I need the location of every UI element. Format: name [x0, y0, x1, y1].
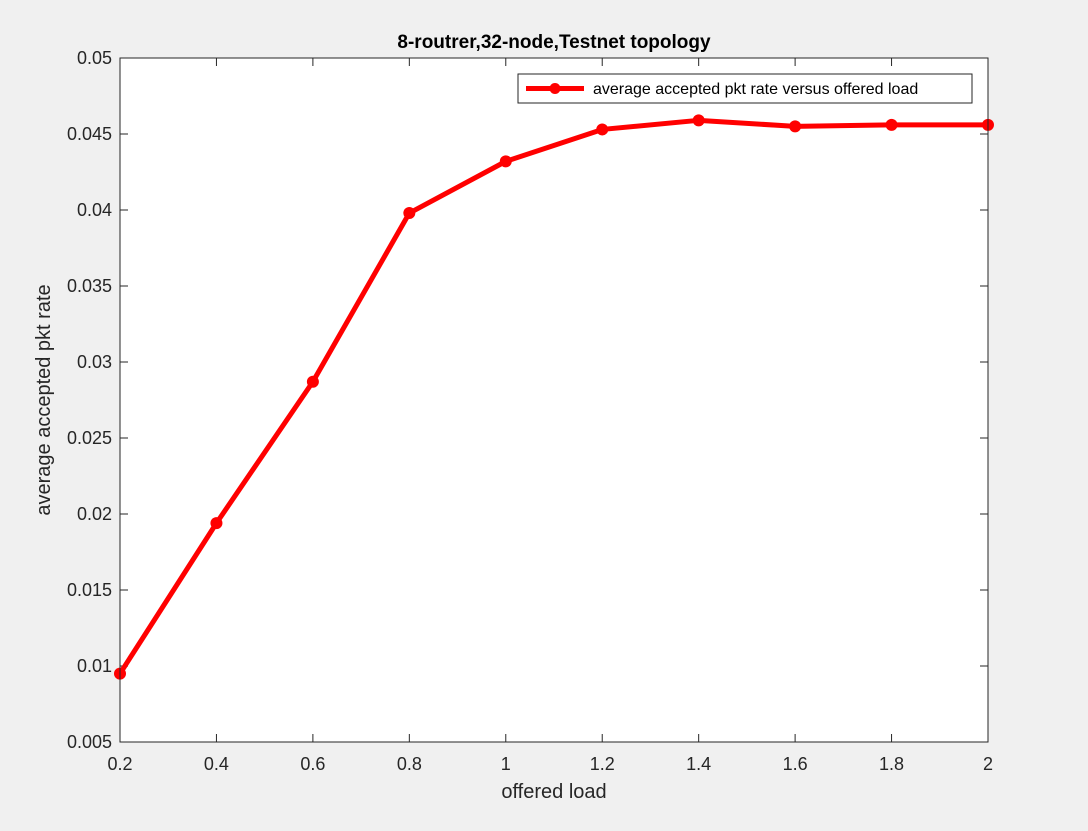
- y-tick-label: 0.03: [77, 352, 112, 372]
- plot-frame: [119, 57, 989, 743]
- data-point[interactable]: [306, 375, 319, 388]
- y-tick-label: 0.045: [67, 124, 112, 144]
- y-tick-label: 0.05: [77, 48, 112, 68]
- axis-ticks: 0.2 0.4 0.6 0.8 1 1.2 1.4 1.6 1.8 2 0.005 0.01 0.015…: [67, 48, 993, 774]
- x-tick-label: 1: [501, 754, 511, 774]
- data-point[interactable]: [596, 123, 609, 136]
- series-layer: [114, 114, 994, 680]
- x-tick-label: 2: [983, 754, 993, 774]
- x-tick-label: 1.8: [879, 754, 904, 774]
- x-tick-label: 0.4: [204, 754, 229, 774]
- y-tick-label: 0.025: [67, 428, 112, 448]
- data-point[interactable]: [403, 207, 416, 220]
- y-tick-label: 0.015: [67, 580, 112, 600]
- legend-box: [517, 73, 973, 104]
- x-tick-label: 1.2: [590, 754, 615, 774]
- y-tick-label: 0.04: [77, 200, 112, 220]
- data-point[interactable]: [692, 114, 705, 127]
- y-tick-label: 0.01: [77, 656, 112, 676]
- legend-entry-label: average accepted pkt rate versus offered…: [593, 81, 918, 98]
- x-tick-label: 1.4: [686, 754, 711, 774]
- y-axis-label: average accepted pkt rate: [33, 284, 55, 515]
- data-point[interactable]: [210, 517, 223, 530]
- y-tick-label: 0.02: [77, 504, 112, 524]
- y-tick-label: 0.005: [67, 732, 112, 752]
- x-axis-label: offered load: [501, 781, 606, 803]
- legend[interactable]: average accepted pkt rate versus offered…: [517, 73, 973, 104]
- plot-area: [120, 58, 988, 742]
- data-point[interactable]: [885, 118, 898, 131]
- x-tick-label: 1.6: [783, 754, 808, 774]
- data-point[interactable]: [499, 155, 512, 168]
- data-point[interactable]: [789, 120, 802, 133]
- y-tick-label: 0.035: [67, 276, 112, 296]
- chart-title: 8-routrer,32-node,Testnet topology: [397, 32, 711, 53]
- x-tick-label: 0.2: [107, 754, 132, 774]
- series-line: [117, 117, 991, 677]
- x-tick-label: 0.8: [397, 754, 422, 774]
- x-tick-label: 0.6: [300, 754, 325, 774]
- legend-marker-swatch: [549, 83, 561, 94]
